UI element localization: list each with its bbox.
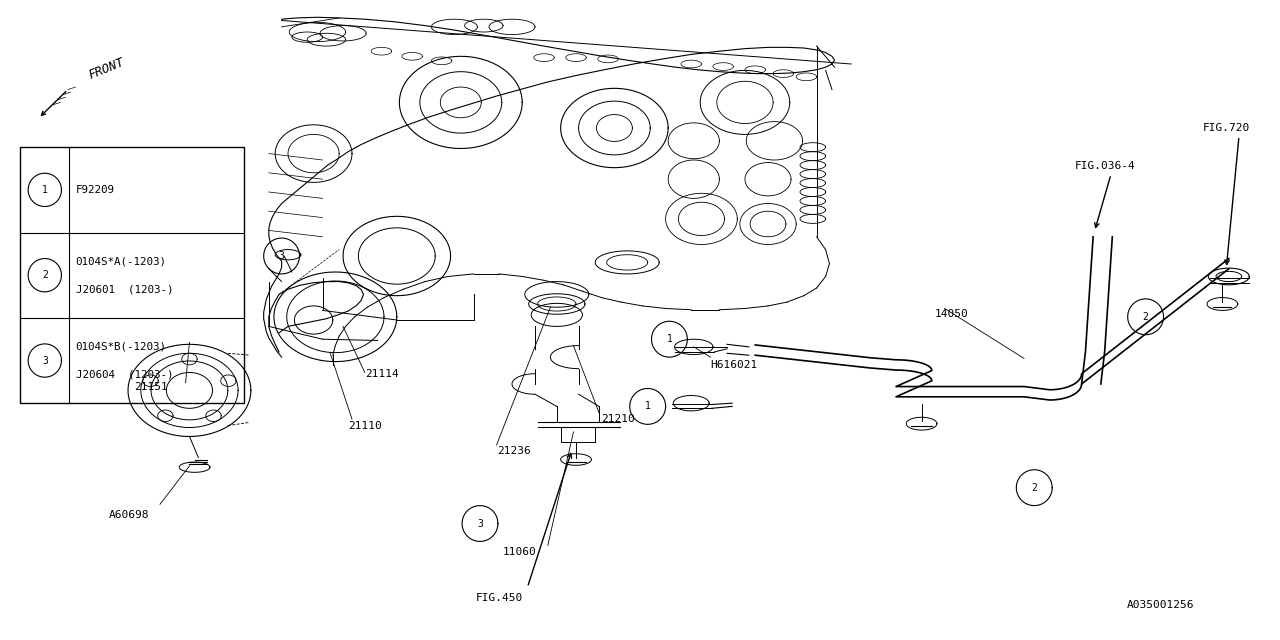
Text: 2: 2 (42, 270, 47, 280)
Text: FIG.450: FIG.450 (476, 593, 524, 604)
Text: 21114: 21114 (365, 369, 398, 380)
Text: F92209: F92209 (76, 185, 114, 195)
Text: FIG.720: FIG.720 (1203, 123, 1251, 133)
Text: H616021: H616021 (710, 360, 758, 370)
Text: 3: 3 (42, 356, 47, 365)
Text: J20604  (1203-): J20604 (1203-) (76, 370, 173, 380)
Text: 1: 1 (645, 401, 650, 412)
Text: 21210: 21210 (602, 414, 635, 424)
Text: 1: 1 (667, 334, 672, 344)
Text: 21236: 21236 (497, 446, 530, 456)
Text: 1: 1 (42, 185, 47, 195)
Text: 0104S*A(-1203): 0104S*A(-1203) (76, 256, 166, 266)
Text: 14050: 14050 (934, 308, 968, 319)
Text: 0104S*B(-1203): 0104S*B(-1203) (76, 342, 166, 351)
Text: A60698: A60698 (109, 510, 150, 520)
Text: 2: 2 (1143, 312, 1148, 322)
Text: 3: 3 (477, 518, 483, 529)
Text: A035001256: A035001256 (1126, 600, 1194, 610)
Text: 21151: 21151 (134, 382, 168, 392)
Text: 2: 2 (1032, 483, 1037, 493)
Text: FIG.036-4: FIG.036-4 (1075, 161, 1135, 172)
Text: 11060: 11060 (503, 547, 536, 557)
Text: 3: 3 (279, 251, 284, 261)
Bar (20, 147, 244, 403)
Text: J20601  (1203-): J20601 (1203-) (76, 284, 173, 294)
Text: 21110: 21110 (348, 420, 381, 431)
Text: FRONT: FRONT (87, 56, 127, 82)
